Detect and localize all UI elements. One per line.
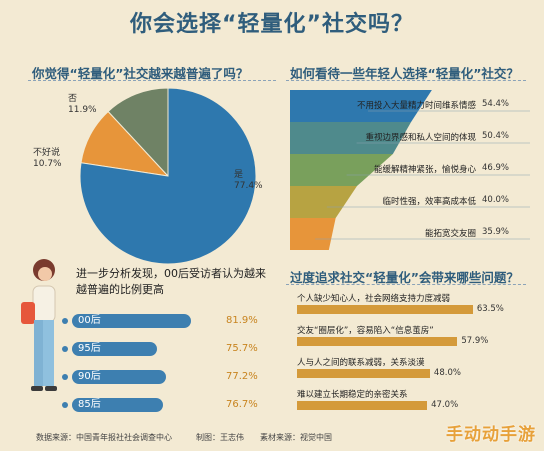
problems-section-title: 过度追求社交“轻量化”会带来哪些问题？ [290, 270, 519, 285]
age-bar: 00后 [72, 314, 192, 328]
age-bar: 95后 [72, 342, 158, 356]
age-bar-value: 81.9% [226, 315, 258, 326]
problem-label: 交友“圈层化”，容易陷入“信息茧房” [297, 326, 434, 336]
pie-section-title: 你觉得“轻量化”社交越来越普遍了吗？ [32, 66, 249, 81]
age-bar-value: 76.7% [226, 399, 258, 410]
pie-label-no: 否 11.9% [68, 94, 97, 116]
age-bar-value: 75.7% [226, 343, 258, 354]
problem-value: 57.9% [461, 336, 489, 346]
pie-slice-1 [107, 87, 169, 178]
funnel-value-label: 35.9% [482, 227, 510, 237]
funnel-segment-2 [290, 154, 393, 186]
age-analysis-text: 进一步分析发现，00后受访者认为越来越普遍的比例更高 [76, 267, 266, 296]
funnel-segment-4 [290, 218, 336, 250]
pie-label-yes-name: 是 [234, 170, 244, 180]
girl-illustration [21, 259, 57, 391]
age-bar-value: 77.2% [226, 371, 258, 382]
divider [286, 80, 526, 81]
problem-value: 63.5% [476, 304, 504, 314]
funnel-value-label: 40.0% [482, 195, 510, 205]
funnel-segment-0 [290, 90, 432, 122]
funnel-section-title: 如何看待一些年轻人选择“轻量化”社交？ [290, 66, 519, 81]
age-bar: 90后 [72, 370, 166, 384]
pie-label-yes-value: 77.4% [234, 181, 263, 191]
problem-label: 难以建立长期稳定的亲密关系 [297, 390, 408, 400]
divider [286, 284, 526, 285]
funnel-category-label: 重视边界感和私人空间的体现 [365, 133, 476, 143]
problem-bar [297, 305, 473, 314]
problem-bar [297, 401, 428, 410]
problem-label: 人与人之间的联系减弱，关系淡漠 [297, 358, 425, 368]
problem-bar [297, 337, 458, 346]
funnel-value-label: 50.4% [482, 131, 510, 141]
age-bar-dot [62, 374, 68, 380]
pie-chart [79, 87, 257, 265]
age-bar-dot [62, 346, 68, 352]
age-bar-dot [62, 402, 68, 408]
page-title: 你会选择“轻量化”社交吗？ [130, 12, 414, 37]
funnel-segment-1 [290, 122, 412, 154]
funnel-segment-3 [290, 186, 357, 218]
pie-slice-0 [79, 87, 257, 265]
pie-label-unsure-value: 10.7% [33, 159, 62, 169]
funnel-category-label: 不用投入大量精力时间维系情感 [356, 101, 476, 111]
funnel-category-label: 能缓解精神紧张，愉悦身心 [373, 165, 476, 175]
problem-label: 个人缺少知心人，社会网络支持力度减弱 [297, 294, 451, 304]
funnel-value-label: 46.9% [482, 163, 510, 173]
footer-credits: 数据来源：中国青年报社社会调查中心 制图：王志伟 素材来源：视觉中国 [36, 433, 332, 442]
watermark: 手动动手游 [446, 425, 536, 445]
pie-label-no-name: 否 [68, 94, 78, 104]
funnel-category-label: 能拓宽交友圈 [424, 229, 476, 239]
funnel-value-label: 54.4% [482, 99, 510, 109]
funnel-chart [290, 90, 530, 250]
pie-label-no-value: 11.9% [68, 105, 97, 115]
funnel-category-label: 临时性强，效率高成本低 [382, 197, 476, 207]
problem-bar [297, 369, 430, 378]
pie-label-unsure: 不好说 10.7% [33, 148, 62, 170]
divider [28, 80, 276, 81]
problem-value: 48.0% [433, 368, 461, 378]
age-bar-dot [62, 318, 68, 324]
pie-label-yes: 是 77.4% [234, 170, 263, 192]
pie-label-unsure-name: 不好说 [33, 148, 61, 158]
problem-value: 47.0% [431, 400, 459, 410]
age-bar: 85后 [72, 398, 163, 412]
